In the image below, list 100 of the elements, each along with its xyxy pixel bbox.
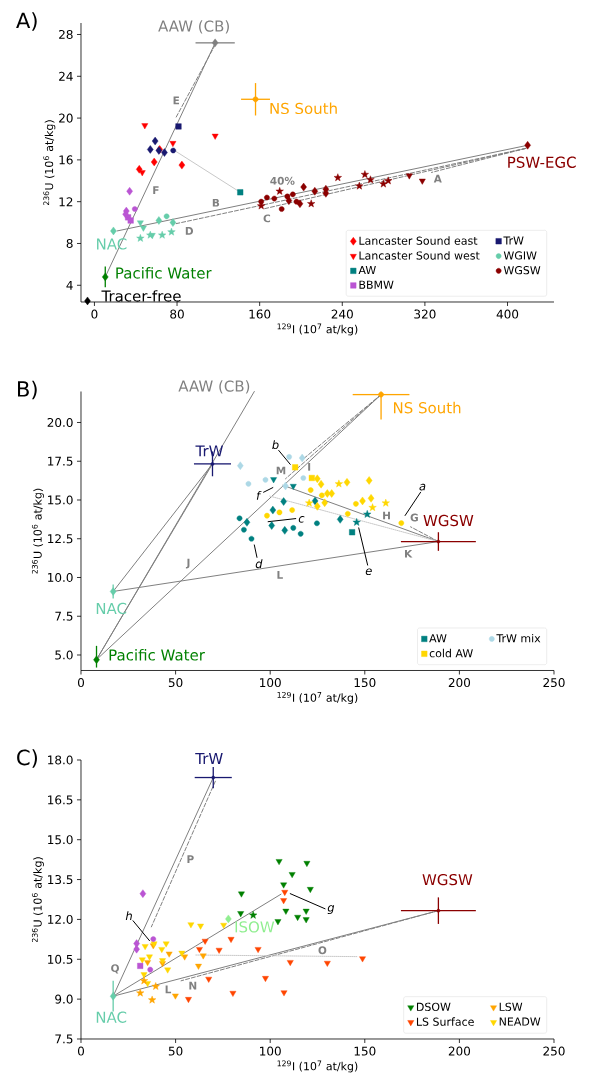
legend-label: WGSW [503,266,541,275]
legend-label: NEADW [499,1017,541,1026]
chart-title: B) [18,380,37,400]
series-label: TrW [195,753,223,764]
y-axis-title: $^{236}$U (10$^{6}$ at/kg) [31,857,44,943]
x-axis-title: $^{129}$I (10$^{7}$ at/kg) [277,1060,358,1073]
annotation: b [272,440,279,450]
y-tick-label: 18.0 [48,755,73,765]
x-tick-label: 100 [260,1046,281,1056]
annotation: O [318,946,327,955]
y-tick-label: 12.0 [48,914,73,924]
annotation: M [276,466,286,475]
x-tick-label: 240 [331,309,353,319]
legend-label: AW [358,266,376,275]
x-tick-label: 200 [448,1046,471,1056]
x-tick-label: 0 [77,678,85,688]
series-label: WGSW [422,873,473,886]
y-tick-label: 28 [59,29,73,40]
x-tick-label: 80 [170,309,184,319]
y-tick-label: 24 [59,71,73,81]
legend-label: LS Surface [416,1017,474,1026]
annotation: a [419,483,426,491]
x-tick-label: 0 [77,1046,85,1056]
legend-label: BBMW [359,280,394,289]
legend-label: WGIW [503,251,537,260]
chart-title: C) [17,749,37,768]
series-label: WGSW [423,514,474,527]
annotation: f [256,490,262,500]
legend-label: TrW [503,236,524,245]
annotation: I [308,463,311,471]
legend-label: Pacific Water [116,267,212,279]
series-label: PSW-EGC [508,156,576,168]
annotation: g [327,905,335,914]
y-tick-label: 9.0 [55,994,73,1004]
annotation: C [263,214,271,223]
annotation: e [365,568,372,576]
series-label: NS South [270,102,337,115]
series-label: NAC [97,238,127,250]
x-axis-title: $^{129}$I (10$^{7}$ at/kg) [277,691,358,704]
series-label: NAC [96,602,127,615]
y-tick-label: 16.5 [48,795,73,805]
annotation: 40% [270,176,295,185]
x-tick-label: 160 [249,309,271,319]
y-tick-label: 7.5 [55,611,73,621]
annotation: H [383,511,390,520]
annotation: c [298,516,305,523]
annotation: h [125,911,132,921]
annotation: d [255,559,263,569]
legend-label: Pacific Water [109,649,205,661]
annotation: AAW (CB) [178,380,250,394]
annotation: J [185,558,190,569]
series-label: TrW [195,445,223,457]
y-tick-label: 17.5 [48,456,73,466]
legend-label: Lancaster Sound west [359,251,480,260]
x-tick-label: 200 [448,678,471,688]
x-tick-label: 320 [414,309,436,319]
legend-label: DSOW [416,1002,451,1012]
y-tick-label: 20 [59,113,73,123]
y-tick-label: 16 [59,155,73,165]
legend-label: cold AW [429,648,473,658]
x-axis-title: $^{129}$I (10$^{7}$ at/kg) [277,323,358,336]
y-tick-label: 7.5 [55,1034,73,1044]
y-tick-label: 10.0 [48,572,73,583]
legend-label: AW [429,634,447,643]
y-tick-label: 12 [59,197,73,207]
legend-label: TrW mix [496,633,541,643]
legend-label: LSW [499,1002,523,1012]
y-tick-label: 4 [66,280,73,290]
y-tick-label: 10.5 [48,954,73,964]
annotation: D [185,227,194,235]
series-label: ISOW [235,921,275,933]
x-tick-label: 400 [496,309,519,319]
annotation: K [405,549,413,558]
y-axis-title: $^{236}$U (10$^{6}$ at/kg) [43,120,56,206]
annotation: L [277,571,283,579]
y-tick-label: 8 [66,238,73,249]
series-label: NAC [96,1011,127,1023]
y-tick-label: 12.5 [48,534,73,544]
annotation: Q [111,964,119,974]
legend-label: Lancaster Sound east [359,236,478,245]
x-tick-label: 0 [91,309,98,319]
x-tick-label: 50 [168,678,183,688]
annotation: P [187,855,194,863]
annotation: N [189,981,197,990]
x-tick-label: 150 [354,678,376,688]
series-label: AAW (CB) [158,20,229,34]
x-tick-label: 250 [543,1046,565,1056]
annotation: L [165,985,172,994]
y-tick-label: 15.0 [48,495,73,505]
annotation: F [153,186,159,195]
y-axis-title: $^{236}$U (10$^{6}$ at/kg) [31,488,44,574]
series-label: NS South [393,401,461,414]
y-tick-label: 15.0 [48,835,73,845]
annotation: A [433,174,442,183]
x-tick-label: 50 [168,1046,183,1056]
annotation: G [410,513,418,522]
x-tick-label: 100 [260,678,281,688]
y-tick-label: 5.0 [55,650,73,660]
x-tick-label: 250 [543,678,565,688]
annotation: B [212,198,220,207]
